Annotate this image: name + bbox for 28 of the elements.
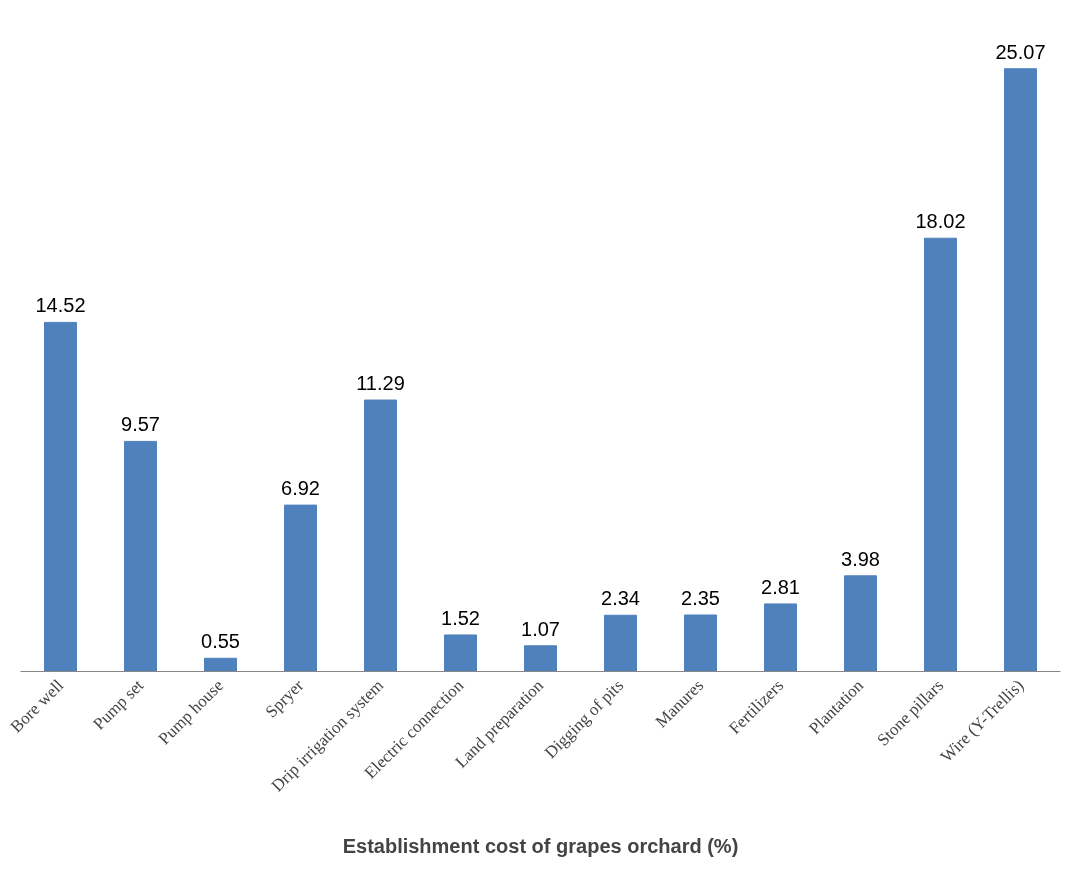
data-label: 0.55 xyxy=(201,630,240,653)
data-label: 18.02 xyxy=(915,210,966,233)
data-label: 11.29 xyxy=(356,372,405,395)
bar xyxy=(44,321,77,672)
bar xyxy=(924,237,957,672)
data-label: 14.52 xyxy=(35,294,86,317)
bar xyxy=(364,399,397,672)
data-label: 25.07 xyxy=(995,40,1046,63)
bar xyxy=(284,504,317,672)
data-label: 6.92 xyxy=(281,477,320,500)
data-label: 1.07 xyxy=(521,617,560,640)
data-label: 2.34 xyxy=(601,587,640,610)
bar xyxy=(764,603,797,672)
data-label: 9.57 xyxy=(121,413,160,436)
bar xyxy=(124,440,157,672)
data-label: 3.98 xyxy=(841,547,880,570)
bar xyxy=(604,614,637,672)
data-label: 2.35 xyxy=(681,587,720,609)
x-axis-title: Establishment cost of grapes orchard (%) xyxy=(342,835,739,858)
bar xyxy=(444,634,477,672)
bar xyxy=(204,657,237,672)
bar xyxy=(524,645,557,672)
bar xyxy=(844,575,877,672)
bar xyxy=(684,614,717,672)
data-label: 1.52 xyxy=(441,606,480,629)
data-label: 2.81 xyxy=(761,575,800,598)
x-tick-label: Bore well xyxy=(6,675,68,737)
bar xyxy=(1004,68,1037,672)
